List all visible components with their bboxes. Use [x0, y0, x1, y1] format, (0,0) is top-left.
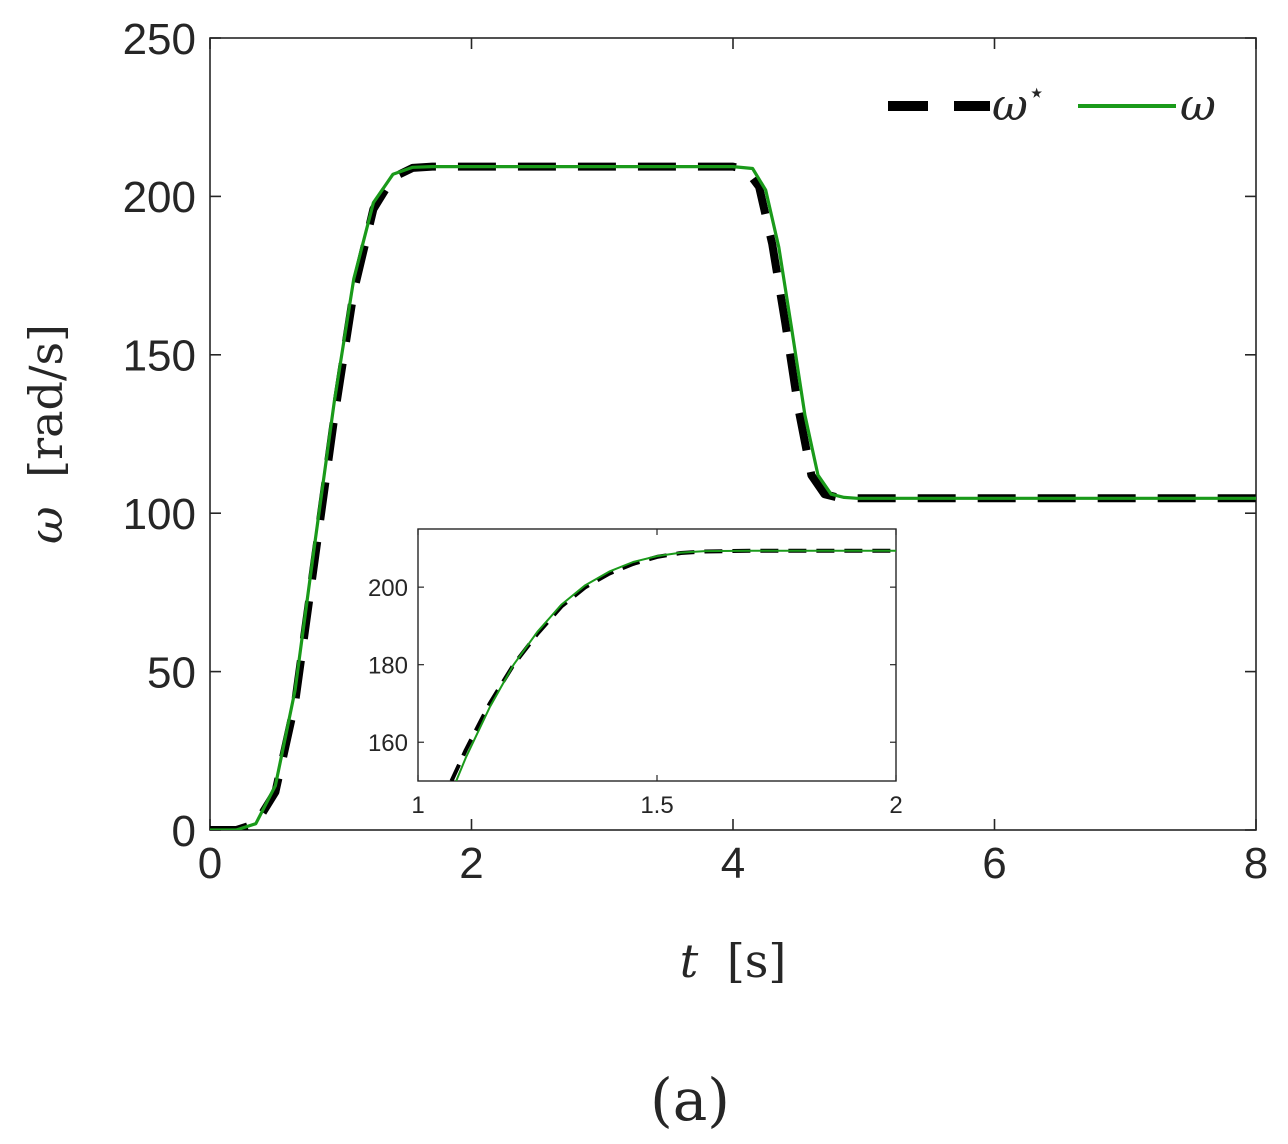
legend-label-measured: ω: [1180, 80, 1216, 131]
y-axis-label: ω [rad/s]: [19, 324, 73, 544]
x-axis-label: t [s]: [680, 934, 787, 988]
inset-plot-area: [417, 528, 897, 782]
y-tick-label: 150: [123, 332, 196, 381]
inset-series: [449, 548, 896, 781]
inset-y-ticks: 160 180 200: [368, 575, 896, 757]
x-tick-label: 0: [198, 839, 222, 888]
main-series: [210, 162, 1256, 830]
figure-label: (a): [650, 1066, 730, 1134]
y-axis-unit: [rad/s]: [19, 324, 73, 478]
main-x-ticks: 0 2 4 6 8: [198, 38, 1268, 888]
y-tick-label: 200: [123, 173, 196, 222]
x-tick-label: 2: [889, 792, 902, 819]
main-y-ticks: 0 50 100 150 200 250: [123, 15, 1256, 856]
x-tick-label: 4: [721, 839, 745, 888]
main-chart: 0 2 4 6 8 0 50 100 150 200 250 t [s] ω [rad/s] ω⋆…: [19, 15, 1268, 988]
series-measured-line: [210, 165, 1256, 830]
x-tick-label: 1: [411, 792, 424, 819]
series-measured-line: [455, 549, 896, 781]
legend-label-reference: ω⋆: [992, 76, 1045, 131]
y-tick-label: 250: [123, 15, 196, 64]
legend: ω⋆ ω: [888, 76, 1216, 131]
x-tick-label: 8: [1244, 839, 1268, 888]
y-tick-label: 180: [368, 652, 408, 679]
y-tick-label: 100: [123, 490, 196, 539]
inset-x-ticks: 1 1.5 2: [411, 529, 903, 819]
x-tick-label: 2: [459, 839, 483, 888]
x-axis-symbol: t: [680, 934, 699, 988]
x-tick-label: 1.5: [640, 792, 673, 819]
y-axis-symbol: ω: [19, 506, 73, 544]
y-tick-label: 50: [147, 648, 196, 697]
x-tick-label: 6: [982, 839, 1006, 888]
y-tick-label: 200: [368, 575, 408, 602]
y-tick-label: 160: [368, 730, 408, 757]
y-tick-label: 0: [172, 807, 196, 856]
x-axis-unit: [s]: [727, 934, 787, 988]
